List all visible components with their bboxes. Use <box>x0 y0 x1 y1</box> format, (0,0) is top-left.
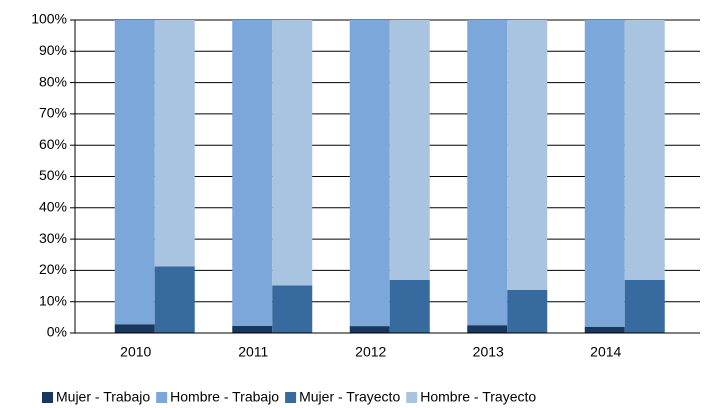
bar-segment <box>272 20 313 286</box>
bar-segment <box>507 289 548 333</box>
bar-segment <box>389 20 430 280</box>
legend-label: Hombre - Trabajo <box>170 389 279 405</box>
x-tick-label: 2011 <box>238 344 268 360</box>
y-tick-label: 20% <box>39 261 67 277</box>
legend-label: Hombre - Trayecto <box>420 389 536 405</box>
bar-segment <box>507 20 548 290</box>
bar-segment <box>232 325 273 333</box>
x-tick-label: 2014 <box>590 344 621 360</box>
bar-segment <box>272 285 313 333</box>
legend-swatch <box>156 392 168 403</box>
bar-segment <box>389 279 430 333</box>
bar-segment <box>154 20 195 267</box>
legend-swatch <box>285 392 297 403</box>
bar-segment <box>467 325 508 333</box>
x-tick-label: 2010 <box>120 344 151 360</box>
y-tick-label: 60% <box>39 136 67 152</box>
y-tick-label: 100% <box>31 11 67 27</box>
legend-swatch <box>42 392 53 403</box>
legend-swatch <box>406 392 418 403</box>
y-tick-label: 10% <box>39 292 67 308</box>
y-tick-label: 30% <box>39 230 67 246</box>
bar-segment <box>624 20 665 280</box>
bar-segment <box>114 324 155 333</box>
bar-segment <box>154 266 195 333</box>
bar-segment <box>584 326 625 333</box>
bar-segment <box>584 20 625 327</box>
x-tick-label: 2012 <box>355 344 386 360</box>
bar-segment <box>624 279 665 333</box>
bar-segment <box>232 20 273 326</box>
y-tick-label: 90% <box>39 42 67 58</box>
y-tick-label: 70% <box>39 105 67 121</box>
y-tick-label: 80% <box>39 73 67 89</box>
x-tick-label: 2013 <box>473 344 504 360</box>
y-tick-label: 0% <box>47 324 67 340</box>
bar-segment <box>349 326 390 333</box>
legend-label: Mujer - Trabajo <box>56 389 150 405</box>
y-tick-label: 50% <box>39 167 67 183</box>
bar-segment <box>467 20 508 326</box>
bar-segment <box>114 20 155 325</box>
bar-segment <box>349 20 390 327</box>
y-tick-label: 40% <box>39 199 67 215</box>
legend-label: Mujer - Trayecto <box>299 389 400 405</box>
